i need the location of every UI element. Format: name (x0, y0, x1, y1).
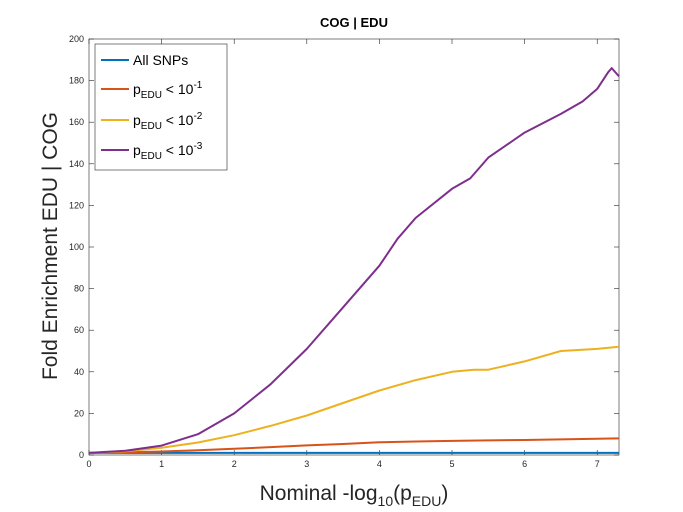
x-tick-label: 2 (232, 459, 237, 469)
y-tick-label: 20 (74, 408, 84, 418)
legend-label-2: pEDU < 10-1 (133, 80, 203, 101)
x-axis-label: Nominal -log10(pEDU) (260, 482, 449, 509)
legend-label-1: All SNPs (133, 52, 188, 68)
y-tick-label: 80 (74, 284, 84, 294)
legend-label-4: pEDU < 10-3 (133, 141, 203, 162)
series-line-3 (88, 345, 620, 454)
x-tick-label: 5 (450, 459, 455, 469)
series-line-4 (88, 67, 620, 454)
chart-title: COG | EDU (320, 15, 388, 30)
y-axis-label: Fold Enrichment EDU | COG (39, 112, 62, 380)
x-tick-label: 3 (304, 459, 309, 469)
x-tick-label: 0 (86, 459, 91, 469)
y-tick-label: 40 (74, 367, 84, 377)
y-tick-label: 140 (69, 159, 84, 169)
y-tick-label: 180 (69, 76, 84, 86)
legend-label-3: pEDU < 10-2 (133, 111, 203, 132)
x-tick-label: 4 (377, 459, 382, 469)
y-tick-label: 160 (69, 117, 84, 127)
x-tick-label: 6 (522, 459, 527, 469)
y-tick-label: 60 (74, 325, 84, 335)
y-tick-label: 120 (69, 200, 84, 210)
series-line-2 (88, 437, 620, 454)
legend: All SNPs pEDU < 10-1 pEDU < 10-2 pEDU < 10-… (94, 43, 228, 171)
y-tick-label: 200 (69, 34, 84, 44)
y-tick-label: 100 (69, 242, 84, 252)
y-tick-label: 0 (79, 450, 84, 460)
x-tick-label: 1 (159, 459, 164, 469)
x-tick-label: 7 (595, 459, 600, 469)
